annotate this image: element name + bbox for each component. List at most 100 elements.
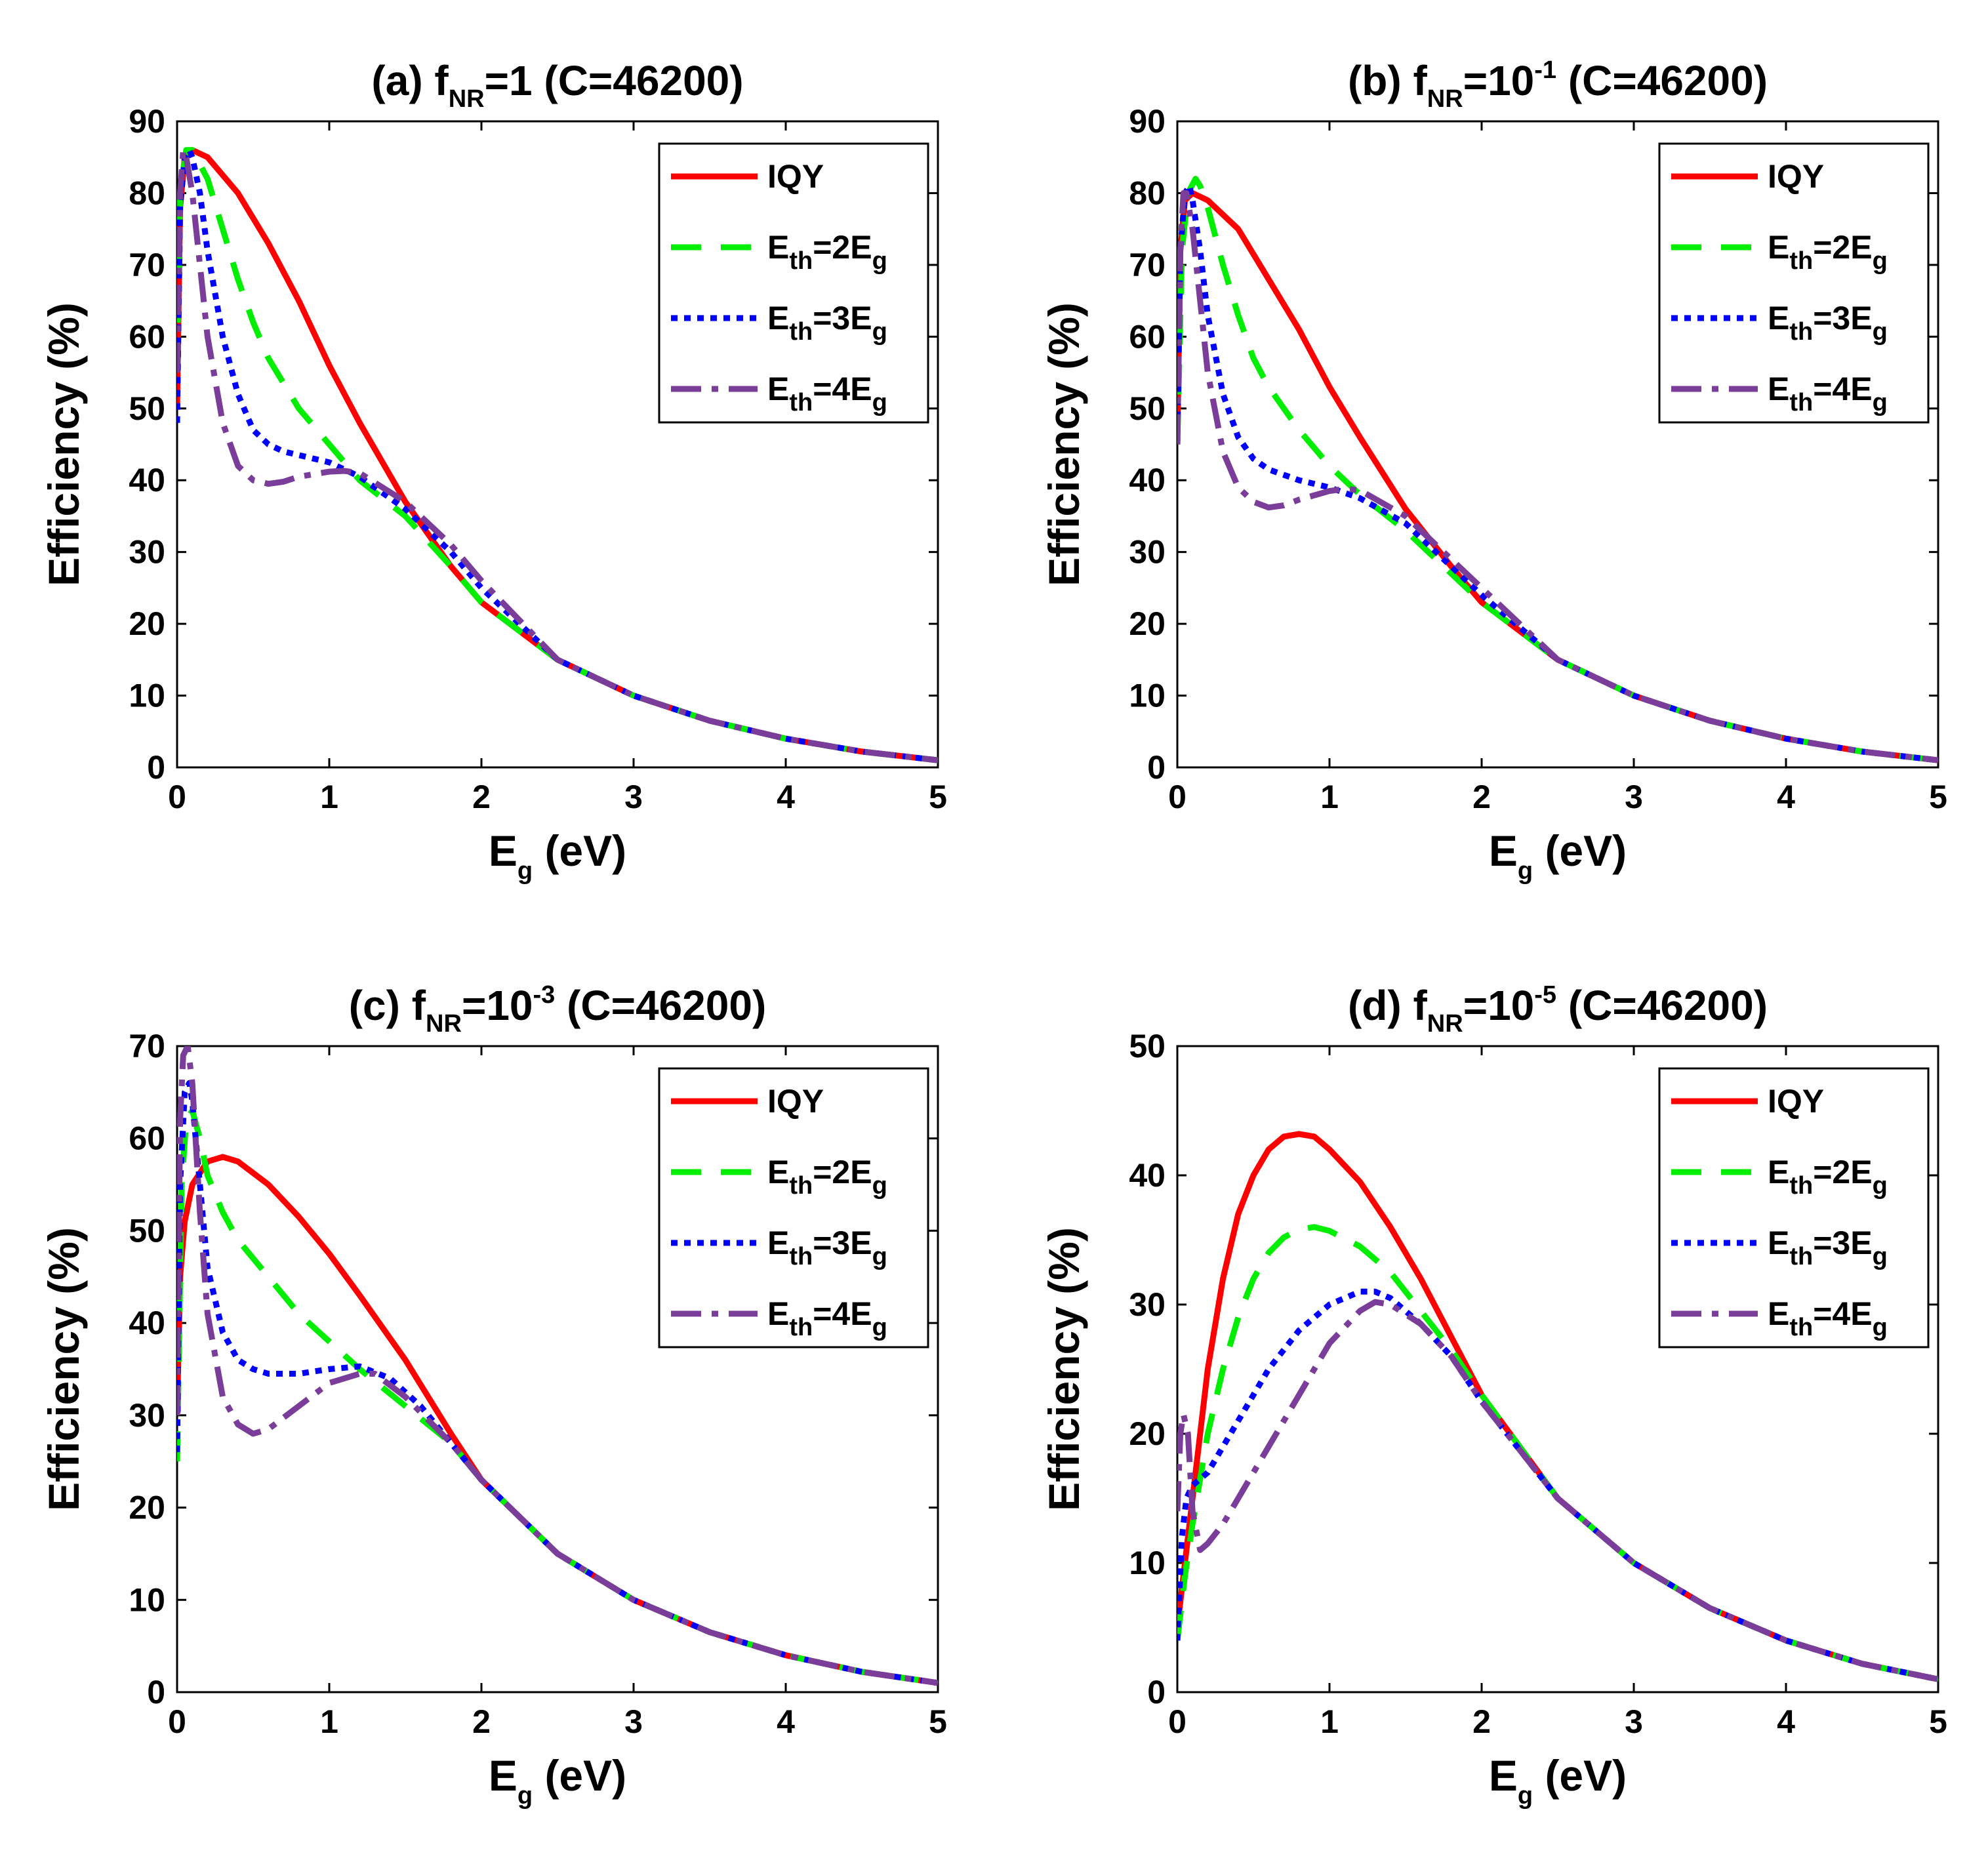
legend: IQY Eth=2Eg Eth=3Eg Eth=4Eg [658, 142, 929, 424]
y-tick-label: 30 [129, 534, 165, 571]
x-tick-label: 3 [1625, 779, 1643, 815]
legend-label-iqy: IQY [767, 1083, 824, 1120]
legend-box [1658, 142, 1930, 424]
y-tick-label: 30 [1129, 1286, 1166, 1323]
x-axis-label: Eg (eV) [489, 1751, 626, 1810]
chart-title: (b) fNR=10-1 (C=46200) [1348, 56, 1768, 113]
x-tick-label: 0 [168, 1703, 186, 1740]
x-tick-label: 1 [1320, 779, 1339, 815]
x-tick-label: 5 [929, 1703, 947, 1740]
legend-box [658, 1067, 929, 1348]
x-tick-label: 0 [1168, 1703, 1187, 1740]
x-tick-label: 1 [1320, 1703, 1339, 1740]
x-tick-label: 1 [320, 779, 338, 815]
x-tick-label: 2 [472, 779, 491, 815]
y-tick-label: 10 [129, 1581, 165, 1618]
y-tick-label: 50 [1129, 390, 1166, 427]
legend-label-eth4: Eth=4Eg [1768, 1295, 1888, 1341]
legend-label-iqy: IQY [767, 158, 824, 195]
x-tick-label: 0 [1168, 779, 1187, 815]
y-tick-label: 50 [129, 1212, 165, 1249]
y-tick-label: 20 [1129, 1415, 1166, 1452]
y-tick-label: 70 [129, 1028, 165, 1064]
y-tick-label: 20 [1129, 605, 1166, 642]
y-tick-label: 20 [129, 605, 165, 642]
legend: IQY Eth=2Eg Eth=3Eg Eth=4Eg [1658, 1067, 1930, 1348]
legend: IQY Eth=2Eg Eth=3Eg Eth=4Eg [1658, 142, 1930, 424]
y-tick-label: 40 [1129, 1157, 1166, 1194]
y-tick-label: 60 [1129, 318, 1166, 355]
x-tick-label: 1 [320, 1703, 338, 1740]
x-tick-label: 3 [1625, 1703, 1643, 1740]
y-tick-label: 0 [147, 749, 165, 786]
x-tick-label: 2 [1472, 1703, 1491, 1740]
y-axis-label: Efficiency (%) [1040, 1227, 1088, 1511]
x-tick-label: 4 [1777, 779, 1795, 815]
legend-label-eth3: Eth=3Eg [767, 300, 887, 346]
legend-label-iqy: IQY [1768, 1083, 1824, 1120]
legend-label-iqy: IQY [1768, 158, 1824, 195]
legend-box [658, 142, 929, 424]
y-tick-label: 10 [1129, 678, 1166, 714]
y-tick-label: 80 [1129, 174, 1166, 211]
y-tick-label: 10 [129, 678, 165, 714]
legend-label-eth3: Eth=3Eg [1768, 300, 1888, 346]
y-tick-label: 40 [129, 1305, 165, 1341]
x-axis-label: Eg (eV) [489, 826, 626, 885]
x-tick-label: 2 [1472, 779, 1491, 815]
x-tick-label: 4 [777, 779, 795, 815]
y-tick-label: 30 [1129, 534, 1166, 571]
x-tick-label: 5 [1929, 1703, 1947, 1740]
y-tick-label: 60 [129, 1120, 165, 1157]
y-tick-label: 0 [1147, 749, 1166, 786]
legend: IQY Eth=2Eg Eth=3Eg Eth=4Eg [658, 1067, 929, 1348]
legend-label-eth2: Eth=2Eg [1768, 1154, 1888, 1200]
y-tick-label: 0 [147, 1674, 165, 1711]
legend-label-eth3: Eth=3Eg [1768, 1225, 1888, 1270]
legend-label-eth2: Eth=2Eg [1768, 229, 1888, 275]
y-tick-label: 0 [1147, 1674, 1166, 1711]
series-line-eth4 [1177, 1299, 1938, 1682]
x-tick-label: 4 [777, 1703, 795, 1740]
legend-label-eth2: Eth=2Eg [767, 229, 887, 275]
x-tick-label: 3 [624, 1703, 643, 1740]
chart-title: (a) fNR=1 (C=46200) [371, 57, 743, 113]
x-tick-label: 0 [168, 779, 186, 815]
x-tick-label: 5 [1929, 779, 1947, 815]
y-tick-label: 90 [1129, 103, 1166, 140]
y-tick-label: 10 [1129, 1545, 1166, 1581]
y-tick-label: 70 [1129, 247, 1166, 283]
x-axis-label: Eg (eV) [1489, 826, 1627, 885]
y-tick-label: 70 [129, 247, 165, 283]
legend-label-eth4: Eth=4Eg [767, 371, 887, 416]
y-tick-label: 60 [129, 318, 165, 355]
y-tick-label: 80 [129, 174, 165, 211]
series-line-eth4 [1177, 190, 1938, 763]
y-axis-label: Efficiency (%) [39, 302, 88, 586]
legend-label-eth2: Eth=2Eg [767, 1154, 887, 1200]
x-tick-label: 3 [624, 779, 643, 815]
legend-label-eth4: Eth=4Eg [1768, 371, 1888, 416]
y-tick-label: 50 [129, 390, 165, 427]
x-tick-label: 2 [472, 1703, 491, 1740]
y-tick-label: 40 [129, 462, 165, 498]
y-tick-label: 30 [129, 1397, 165, 1434]
y-tick-label: 20 [129, 1489, 165, 1526]
x-tick-label: 4 [1777, 1703, 1795, 1740]
series-line-eth3 [177, 147, 938, 763]
legend-box [1658, 1067, 1930, 1348]
y-tick-label: 40 [1129, 462, 1166, 498]
y-axis-label: Efficiency (%) [39, 1227, 88, 1511]
y-tick-label: 50 [1129, 1028, 1166, 1064]
y-axis-label: Efficiency (%) [1040, 302, 1088, 586]
legend-label-eth4: Eth=4Eg [767, 1295, 887, 1341]
chart-title: (d) fNR=10-5 (C=46200) [1348, 981, 1768, 1038]
x-axis-label: Eg (eV) [1489, 1751, 1627, 1810]
chart-title: (c) fNR=10-3 (C=46200) [349, 981, 767, 1038]
legend-label-eth3: Eth=3Eg [767, 1225, 887, 1270]
series-line-eth4 [177, 1046, 938, 1686]
